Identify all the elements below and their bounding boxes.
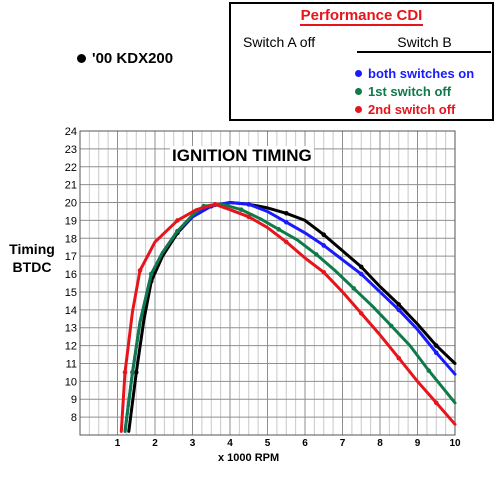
x-tick-label: 9: [415, 438, 421, 449]
chart-title: IGNITION TIMING: [170, 146, 314, 166]
y-axis-label: Timing BTDC: [2, 240, 62, 276]
data-point: [130, 370, 135, 375]
data-point: [246, 214, 252, 220]
x-tick-label: 4: [227, 438, 233, 449]
legend-entry-first-off: 1st switch off: [355, 84, 451, 99]
data-point: [175, 228, 180, 234]
data-point: [283, 210, 289, 216]
data-point: [433, 400, 439, 406]
data-point: [137, 268, 143, 273]
x-tick-label: 8: [377, 438, 383, 449]
y-tick-label: 22: [65, 162, 77, 174]
y-tick-label: 8: [71, 412, 77, 424]
data-point: [283, 239, 289, 245]
x-tick-label: 1: [115, 438, 121, 449]
model-label-text: '00 KDX200: [92, 50, 174, 67]
data-point: [433, 350, 439, 356]
data-point: [396, 302, 402, 307]
x-tick-label: 3: [190, 438, 196, 449]
x-tick-label: 10: [449, 438, 461, 449]
series-line-2: [123, 202, 457, 433]
data-point: [351, 286, 357, 291]
data-point: [283, 219, 289, 225]
data-point: [358, 264, 364, 270]
y-tick-label: 24: [65, 126, 77, 138]
y-tick-label: 12: [65, 341, 77, 353]
data-point: [276, 227, 282, 232]
plot-frame: [79, 130, 456, 436]
series-line-3: [119, 202, 457, 433]
switch-b-label: Switch B: [397, 34, 452, 50]
legend-dot-red: [355, 106, 362, 113]
x-axis-label: x 1000 RPM: [218, 452, 280, 464]
legend-dot-green: [355, 88, 362, 95]
y-tick-label: 23: [65, 144, 77, 156]
switch-b-underline: [357, 51, 491, 53]
legend-dot-blue: [355, 70, 362, 77]
data-point: [212, 202, 218, 207]
y-tick-label: 9: [71, 394, 77, 406]
data-point: [358, 271, 364, 277]
y-tick-label: 10: [65, 376, 77, 388]
data-point: [433, 343, 439, 348]
y-tick-label: 15: [65, 287, 77, 299]
data-point: [426, 368, 432, 373]
data-point: [321, 243, 327, 248]
x-tick-label: 2: [152, 438, 158, 449]
y-tick-label: 19: [65, 215, 77, 227]
y-tick-label: 11: [66, 358, 77, 370]
data-point: [388, 323, 394, 329]
data-point: [358, 311, 364, 316]
data-point: [175, 218, 180, 223]
y-tick-label: 18: [65, 233, 77, 245]
legend-entry-label: 1st switch off: [368, 84, 452, 99]
data-point: [122, 370, 128, 375]
y-tick-label: 13: [65, 323, 77, 335]
model-marker-dot: [77, 54, 86, 63]
y-tick-label: 20: [65, 198, 77, 210]
x-tick-label: 5: [265, 438, 271, 449]
data-point: [321, 269, 327, 275]
data-point: [396, 355, 402, 361]
y-tick-label: 21: [65, 180, 77, 192]
series-line-0: [127, 201, 457, 433]
y-tick-label: 14: [65, 305, 77, 317]
model-label: '00 KDX200: [77, 50, 173, 67]
data-point: [238, 207, 244, 212]
switch-a-label: Switch A off: [243, 34, 316, 50]
data-point: [148, 271, 154, 277]
y-tick-label: 17: [65, 251, 77, 263]
data-point: [133, 370, 139, 375]
legend-entry-second-off: 2nd switch off: [355, 102, 455, 117]
legend-title: Performance CDI: [231, 7, 492, 26]
data-point: [246, 202, 252, 207]
x-tick-label: 7: [340, 438, 346, 449]
y-tick-label: 16: [65, 269, 77, 281]
x-tick-label: 6: [302, 438, 308, 449]
y-axis-label-line2: BTDC: [12, 259, 52, 275]
legend-entry-label: 2nd switch off: [368, 102, 456, 117]
legend-entry-label: both switches on: [368, 66, 475, 81]
data-point: [321, 232, 327, 238]
data-point: [396, 307, 402, 313]
legend-box: Performance CDI Switch A off Switch B bo…: [229, 2, 494, 121]
legend-title-text: Performance CDI: [299, 7, 424, 26]
y-axis-label-line1: Timing: [9, 241, 55, 257]
legend-entry-both-on: both switches on: [355, 66, 474, 81]
data-point: [313, 252, 319, 257]
